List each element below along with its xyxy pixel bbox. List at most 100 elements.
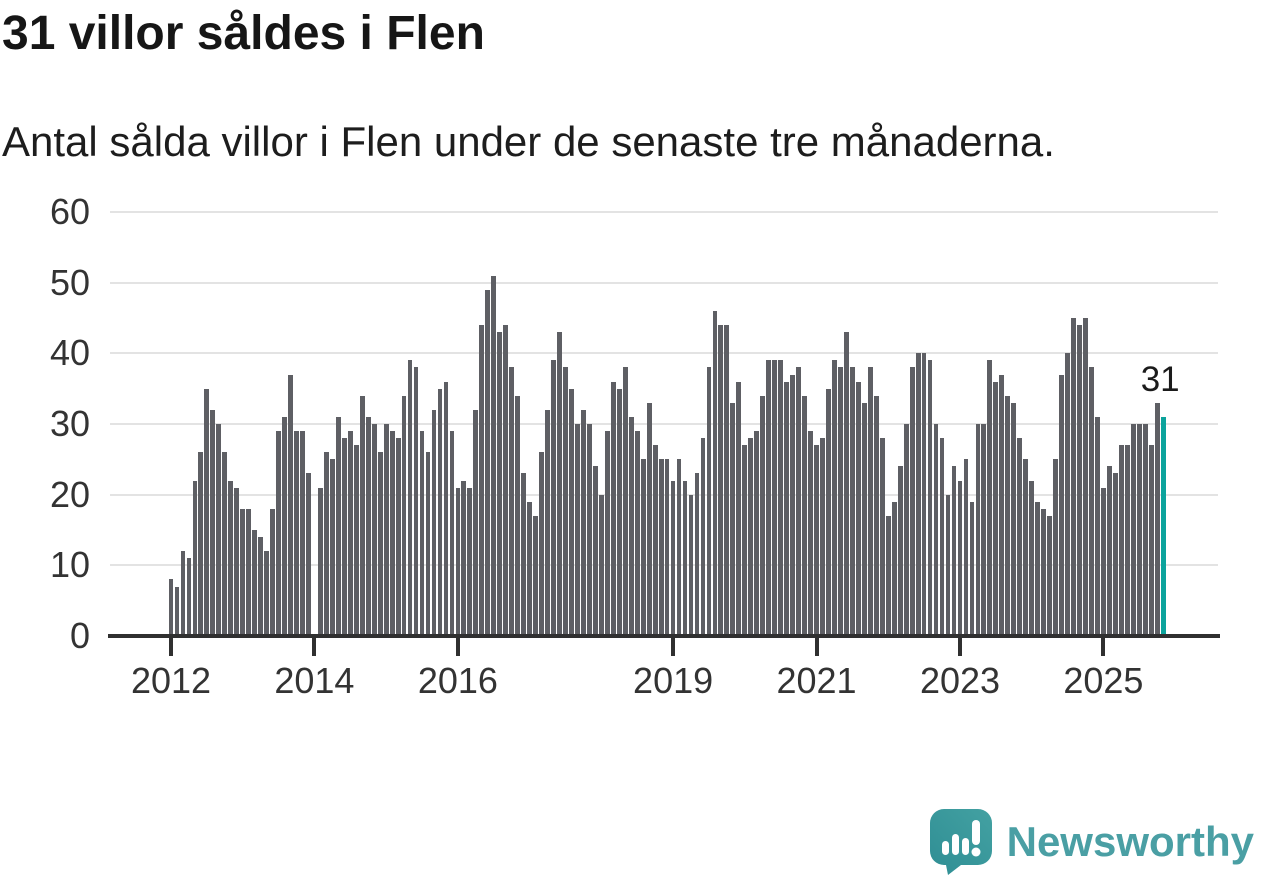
bar bbox=[999, 374, 1005, 636]
bar bbox=[240, 508, 246, 636]
bar bbox=[180, 551, 186, 636]
gridline bbox=[110, 352, 1218, 355]
bar bbox=[844, 332, 849, 636]
x-axis-tick bbox=[814, 638, 819, 656]
bar bbox=[736, 381, 742, 636]
bar bbox=[951, 466, 957, 636]
bar bbox=[855, 381, 861, 636]
x-axis-label: 2012 bbox=[130, 660, 212, 701]
bar bbox=[604, 431, 610, 636]
x-axis-label: 2016 bbox=[417, 660, 498, 701]
bar bbox=[933, 424, 939, 636]
bar bbox=[796, 367, 801, 636]
x-axis-label: 2021 bbox=[776, 660, 857, 701]
bar bbox=[628, 416, 634, 636]
bar bbox=[228, 480, 234, 636]
bar bbox=[557, 332, 562, 636]
bar bbox=[377, 452, 383, 636]
bar bbox=[455, 487, 461, 636]
bar bbox=[347, 431, 353, 636]
bar bbox=[1154, 402, 1160, 636]
y-axis-label: 60 bbox=[49, 191, 90, 232]
bar bbox=[545, 409, 550, 636]
bar bbox=[790, 374, 795, 636]
bar bbox=[270, 508, 275, 636]
bar bbox=[222, 452, 228, 636]
bar bbox=[329, 459, 335, 636]
y-axis-label: 50 bbox=[49, 261, 90, 303]
bar bbox=[204, 388, 210, 636]
x-axis-label: 2023 bbox=[919, 660, 1001, 701]
bar bbox=[1071, 318, 1076, 636]
bar bbox=[425, 452, 431, 636]
bar bbox=[276, 431, 281, 636]
x-axis-tick bbox=[958, 638, 962, 656]
bar bbox=[335, 416, 341, 636]
bar bbox=[634, 431, 640, 636]
chart-title: 31 villor såldes i Flen bbox=[2, 7, 485, 60]
y-axis-label: 10 bbox=[49, 544, 90, 586]
bar bbox=[539, 452, 544, 636]
bar bbox=[461, 480, 467, 636]
bar bbox=[1106, 466, 1112, 636]
bar bbox=[885, 515, 891, 636]
x-axis-tick bbox=[169, 638, 173, 656]
bar bbox=[903, 424, 909, 636]
bar bbox=[867, 367, 873, 636]
newsworthy-bubble-chart-icon bbox=[929, 808, 993, 875]
y-axis-label: 30 bbox=[49, 403, 90, 444]
bar bbox=[288, 374, 293, 636]
bar bbox=[449, 431, 455, 636]
bar bbox=[640, 459, 646, 636]
bar bbox=[682, 480, 688, 636]
bar bbox=[784, 381, 790, 636]
bar bbox=[467, 487, 473, 636]
bar bbox=[1005, 395, 1011, 636]
bar bbox=[1065, 353, 1070, 636]
bar bbox=[969, 501, 975, 636]
bar bbox=[371, 424, 377, 636]
bar bbox=[1053, 459, 1058, 636]
bar bbox=[395, 438, 401, 636]
bar bbox=[760, 395, 766, 636]
bar bbox=[706, 367, 712, 636]
bar bbox=[1130, 424, 1136, 636]
bar bbox=[1041, 508, 1047, 636]
x-axis-tick bbox=[455, 638, 460, 656]
bar bbox=[712, 310, 718, 636]
bar bbox=[849, 367, 855, 636]
bar bbox=[975, 424, 981, 636]
bar bbox=[365, 416, 371, 636]
gridline bbox=[110, 493, 1218, 496]
gridline bbox=[110, 211, 1218, 213]
bar bbox=[1089, 367, 1094, 636]
bar bbox=[473, 409, 479, 636]
bar bbox=[401, 395, 407, 636]
bar bbox=[586, 424, 592, 636]
bar bbox=[192, 480, 198, 636]
y-axis-label: 40 bbox=[49, 332, 90, 374]
bar bbox=[879, 438, 885, 636]
bar bbox=[1029, 480, 1035, 636]
bar bbox=[772, 360, 778, 636]
bar bbox=[652, 445, 658, 636]
bar bbox=[1142, 424, 1148, 636]
bar bbox=[353, 445, 359, 636]
bar bbox=[437, 388, 443, 636]
bar bbox=[521, 473, 527, 636]
bar bbox=[581, 409, 586, 636]
bar bbox=[1059, 374, 1064, 636]
bar bbox=[1023, 459, 1029, 636]
bar bbox=[891, 501, 897, 636]
gridline bbox=[110, 281, 1218, 284]
bar bbox=[598, 494, 604, 636]
bar bbox=[748, 438, 754, 636]
bar bbox=[993, 381, 999, 636]
bar bbox=[957, 480, 963, 636]
bar bbox=[479, 325, 485, 636]
bar bbox=[1124, 445, 1130, 636]
bar bbox=[826, 388, 831, 636]
bar bbox=[1083, 318, 1088, 636]
bar bbox=[963, 459, 969, 636]
